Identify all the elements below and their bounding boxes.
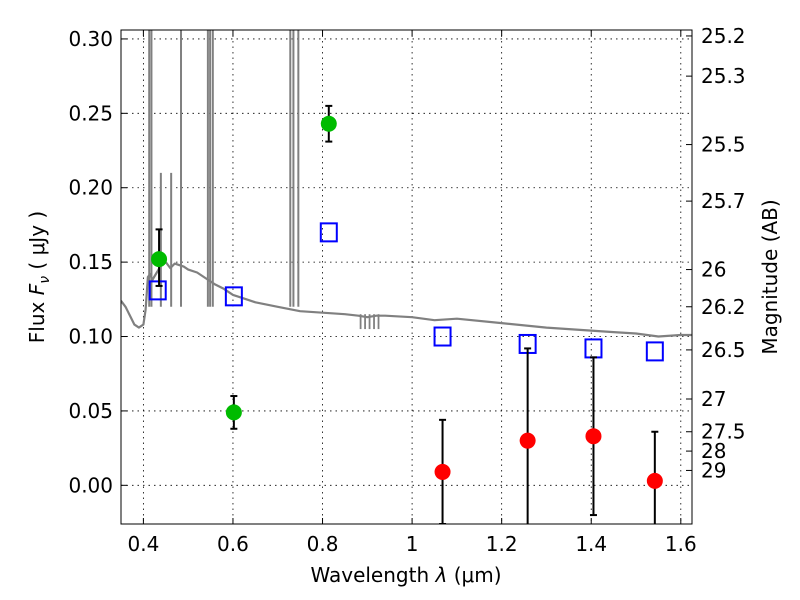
y2-tick-label: 25.7 [701,189,746,213]
y2-tick-label: 25.3 [701,64,746,88]
x-tick-label: 1.2 [486,532,518,556]
detection-point [320,115,337,132]
y-tick-label: 0.05 [68,399,113,423]
y2-tick-label: 28 [701,439,726,463]
y2-tick-label: 29 [701,458,726,482]
grid-lines [121,30,692,524]
detection-point [151,251,168,268]
y2-tick-label: 25.2 [701,24,746,48]
plot-frame [120,29,693,525]
model-photometry-square [224,286,243,307]
non-detection-point [434,463,451,480]
sed-model-line [121,261,692,338]
model-photometry-square [645,341,664,362]
model-photometry-square [433,326,452,347]
x-axis-label: Wavelength λ (μm) [310,563,501,587]
y-tick-label: 0.30 [68,27,113,51]
model-photometry-square [584,338,603,359]
y2-tick-label: 26.5 [701,338,746,362]
non-detection-point [585,428,602,445]
detection-point [225,404,242,421]
axis-ticks: 0.4 0.6 0.8 1 1.2 1.4 1.6 0.00 0.05 0.10 0.15 0.20 0… [68,24,745,556]
plot-area [121,30,692,524]
y-tick-label: 0.10 [68,325,113,349]
x-tick-label: 0.8 [307,532,339,556]
model-photometry-square [319,222,338,243]
y-tick-label: 0.00 [68,473,113,497]
non-detection-point [519,432,536,449]
y2-axis-label: Magnitude (AB) [758,199,782,354]
y2-tick-label: 25.5 [701,133,746,157]
x-tick-label: 0.4 [127,532,159,556]
y2-tick-label: 27.5 [701,420,746,444]
x-tick-label: 1.4 [575,532,607,556]
y-tick-label: 0.25 [68,101,113,125]
y-tick-label: 0.15 [68,250,113,274]
non-detection-point [646,472,663,489]
x-tick-label: 1.6 [665,532,697,556]
y-tick-label: 0.20 [68,176,113,200]
x-tick-label: 0.6 [217,532,249,556]
y2-tick-label: 27 [701,387,726,411]
x-tick-label: 1 [406,532,419,556]
y2-tick-label: 26.2 [701,295,746,319]
y2-tick-label: 26 [701,258,726,282]
y-axis-label: Flux Fν ( μJy ) [25,211,53,343]
model-photometry-square [148,280,167,301]
